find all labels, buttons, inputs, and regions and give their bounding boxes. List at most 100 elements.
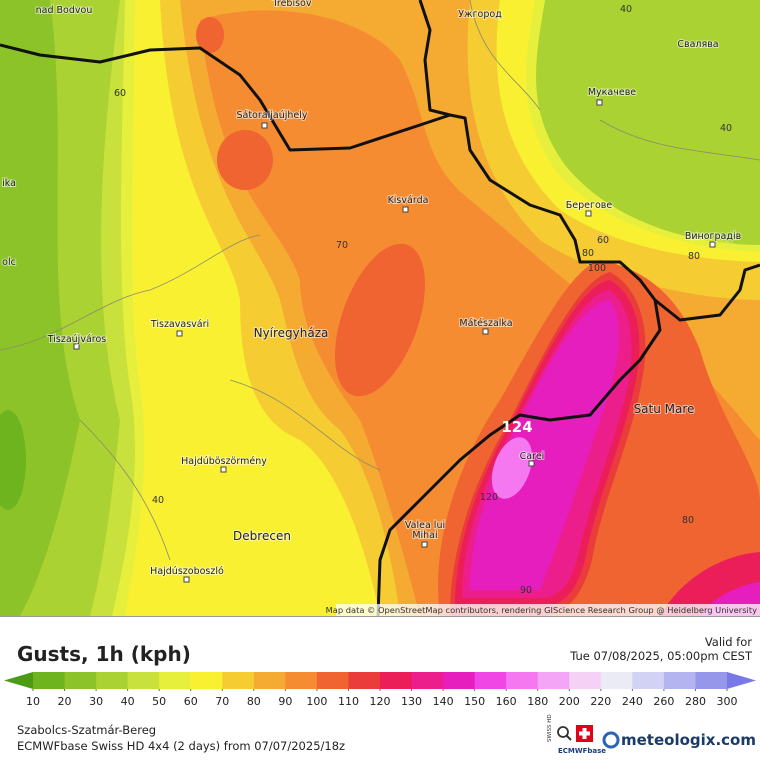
colorbar-segment (285, 672, 318, 689)
contour-label: 40 (620, 4, 632, 15)
city-label: Satu Mare (634, 402, 695, 416)
city-dot (402, 206, 409, 213)
badge-top: SWISS HD (547, 714, 553, 742)
city-dot (73, 343, 80, 350)
colorbar-segment (127, 672, 160, 689)
colorbar-segment (64, 672, 97, 689)
city-label: Carei (520, 451, 545, 462)
city-label: Valea lui (405, 520, 445, 531)
contour-label: 90 (520, 585, 532, 596)
tick-label: 220 (590, 695, 611, 708)
tick-label: 80 (247, 695, 261, 708)
country-border (654, 263, 760, 322)
colorbar-segment (96, 672, 129, 689)
city-label: olc (2, 257, 16, 268)
city-label: Nyíregyháza (254, 326, 329, 340)
city-label: Kisvárda (388, 195, 429, 206)
contour-label: 100 (588, 263, 606, 274)
country-border (418, 0, 451, 117)
colorbar: 10 20 30 40 50 60 70 80 90 100 110 120 130 140 150 160 1… (4, 672, 756, 708)
city-label: Hajdúböszörmény (181, 456, 267, 467)
colorbar-segment (443, 672, 476, 689)
tick-label: 280 (685, 695, 706, 708)
colorbar-segment (159, 672, 192, 689)
city-dot (183, 576, 190, 583)
colorbar-segment (474, 672, 507, 689)
colorbar-segment (506, 672, 539, 689)
city-dot (709, 241, 716, 248)
contour-label: 120 (480, 492, 498, 503)
colorbar-segment (695, 672, 728, 689)
contour-label: 40 (152, 495, 164, 506)
tick-label: 10 (26, 695, 40, 708)
model: ECMWFbase Swiss HD 4x4 (2 days) from 07/… (17, 739, 345, 753)
city-dots (73, 99, 716, 583)
colorbar-segment (600, 672, 633, 689)
colorbar-segment (663, 672, 696, 689)
colorbar-segment (632, 672, 665, 689)
tick-label: 260 (653, 695, 674, 708)
tick-label: 180 (527, 695, 548, 708)
city-label: Ужгород (458, 9, 502, 20)
tick-label: 30 (89, 695, 103, 708)
map-band (520, 0, 760, 255)
badge-bottom: ECMWFbase (558, 747, 606, 755)
contour-label: 80 (688, 251, 700, 262)
city-dot (176, 330, 183, 337)
colorbar-segment (316, 672, 349, 689)
tick-label: 110 (338, 695, 359, 708)
region: Szabolcs-Szatmár-Bereg (17, 723, 156, 737)
map-band (491, 437, 533, 499)
colorbar-arrow (4, 672, 33, 689)
country-border (0, 43, 662, 617)
max-label: 124 (501, 418, 532, 436)
city-label: Mátészalka (459, 318, 512, 329)
tick-label: 300 (717, 695, 738, 708)
contour-label: 80 (582, 248, 594, 259)
tick-label: 60 (184, 695, 198, 708)
tick-label: 120 (370, 695, 391, 708)
tick-label: 150 (464, 695, 485, 708)
valid-label: Valid for (705, 635, 752, 649)
city-label: Мукачеве (588, 87, 636, 98)
city-label: Свалява (677, 39, 718, 50)
city-dot (421, 541, 428, 548)
contour-label: 60 (114, 88, 126, 99)
colorbar-arrow (727, 672, 756, 689)
colorbar-segment (380, 672, 413, 689)
tick-label: 160 (496, 695, 517, 708)
map: nad Bodvou Trebišov Ужгород Свалява Мука… (0, 0, 760, 617)
tick-label: 70 (215, 695, 229, 708)
tick-label: 240 (622, 695, 643, 708)
tick-label: 50 (152, 695, 166, 708)
colorbar-segment (569, 672, 602, 689)
city-dot (528, 460, 535, 467)
city-label: nad Bodvou (36, 5, 93, 16)
city-label: ika (2, 178, 16, 189)
map-band (217, 130, 273, 190)
city-dot (596, 99, 603, 106)
logo: SWISS HD ECMWFbase meteologix.com (547, 714, 756, 755)
tick-label: 200 (559, 695, 580, 708)
county-border (0, 0, 760, 561)
contour-label: 70 (336, 240, 348, 251)
contour-label: 80 (682, 515, 694, 526)
colorbar-segment (222, 672, 255, 689)
tick-label: 100 (306, 695, 327, 708)
map-band (196, 17, 224, 53)
map-band (470, 300, 619, 590)
tick-label: 90 (278, 695, 292, 708)
colorbar-segment (348, 672, 381, 689)
attribution-bg (336, 604, 760, 616)
city-label: Виноградів (685, 231, 742, 242)
city-label: Берегове (566, 200, 613, 211)
contour-label: 40 (720, 123, 732, 134)
colorbar-segment (33, 672, 66, 689)
colorbar-segment (411, 672, 444, 689)
contour-label: 60 (597, 235, 609, 246)
tick-label: 140 (433, 695, 454, 708)
colorbar-segment (253, 672, 286, 689)
city-label: Trebišov (271, 0, 311, 9)
city-dot (585, 210, 592, 217)
city-dot (261, 122, 268, 129)
